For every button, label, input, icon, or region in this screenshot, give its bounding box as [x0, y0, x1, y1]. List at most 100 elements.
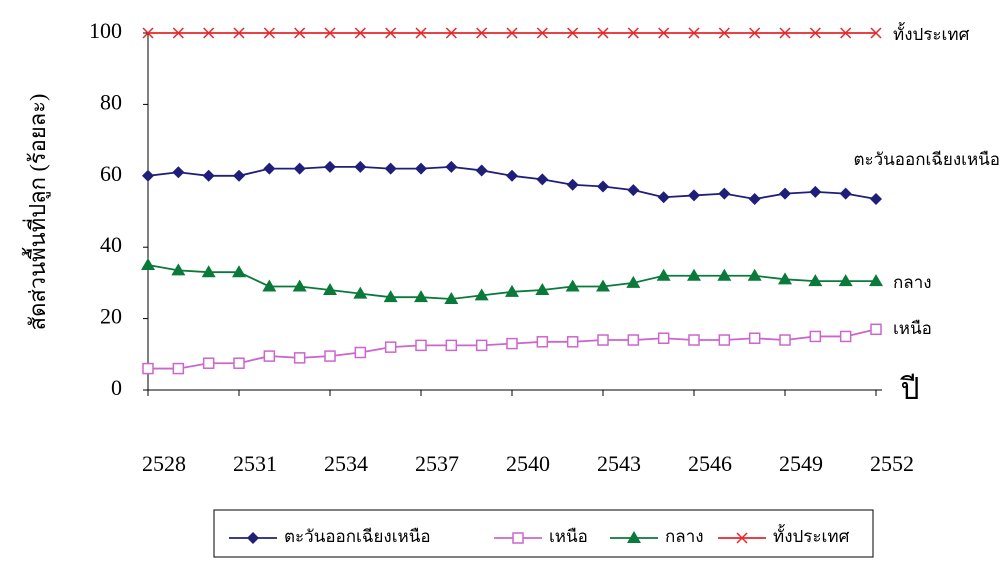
point: [263, 27, 275, 39]
y-tick-label: 100: [89, 18, 122, 43]
point: [565, 279, 580, 292]
point: [627, 334, 640, 346]
point: [354, 346, 367, 359]
point: [597, 334, 609, 346]
series-end-label: เหนือ: [893, 319, 932, 338]
point: [232, 265, 246, 278]
point: [354, 160, 367, 173]
point: [444, 291, 459, 304]
point: [809, 185, 822, 198]
point: [383, 290, 398, 303]
point: [536, 336, 549, 348]
x-tick-label: 2552: [870, 451, 914, 476]
point: [779, 27, 791, 39]
series-end-label: กลาง: [893, 273, 932, 292]
point: [597, 27, 609, 39]
point: [445, 160, 458, 173]
point: [627, 27, 639, 39]
point: [627, 184, 640, 197]
point: [658, 27, 670, 39]
point: [202, 357, 215, 369]
x-tick-label: 2540: [506, 451, 550, 476]
x-tick-label: 2546: [688, 451, 732, 476]
point: [233, 357, 245, 369]
y-axis-label: สัดส่วนพื้นที่ปลูก (ร้อยละ): [22, 94, 51, 331]
x-tick-label: 2543: [597, 451, 641, 476]
x-axis-label: ปี: [900, 373, 920, 406]
point: [415, 162, 427, 175]
point: [172, 166, 185, 179]
point: [809, 27, 821, 39]
point: [506, 27, 518, 39]
point: [263, 162, 276, 175]
point: [141, 258, 155, 271]
point: [506, 337, 518, 350]
point: [262, 279, 277, 292]
point: [535, 283, 550, 296]
point: [475, 164, 488, 177]
point: [385, 27, 397, 39]
point: [870, 27, 882, 39]
point: [718, 27, 730, 39]
point: [566, 336, 579, 348]
point: [293, 162, 306, 175]
y-tick-label: 60: [100, 161, 122, 186]
point: [233, 169, 245, 182]
y-tick-label: 80: [100, 89, 122, 114]
point: [324, 160, 336, 173]
point: [475, 339, 488, 352]
legend-marker: [736, 532, 748, 544]
point: [718, 187, 731, 200]
point: [384, 162, 397, 175]
point: [747, 268, 762, 281]
point: [688, 334, 700, 346]
legend-label: เหนือ: [549, 527, 588, 546]
y-tick-label: 0: [111, 375, 122, 400]
x-tick-label: 2534: [324, 451, 368, 476]
point: [142, 362, 154, 375]
point: [779, 334, 791, 346]
point: [415, 27, 427, 39]
point: [324, 350, 336, 362]
point: [597, 180, 609, 193]
point: [809, 330, 822, 343]
point: [263, 350, 276, 362]
point: [839, 330, 852, 343]
point: [474, 288, 489, 301]
point: [201, 265, 216, 278]
point: [717, 268, 732, 281]
point: [354, 27, 366, 39]
point: [808, 274, 823, 287]
point: [172, 362, 185, 375]
point: [657, 191, 670, 204]
point: [324, 27, 336, 39]
y-tick-label: 40: [100, 232, 122, 257]
point: [748, 193, 761, 206]
point: [172, 27, 184, 39]
point: [749, 27, 761, 39]
legend-label: ทั้งประเทศ: [773, 524, 850, 546]
y-tick-label: 20: [100, 304, 122, 329]
point: [506, 169, 518, 182]
point: [870, 323, 882, 336]
legend-marker: [627, 531, 641, 543]
point: [414, 290, 428, 303]
point: [293, 352, 306, 364]
point: [567, 27, 579, 39]
point: [353, 286, 368, 299]
point: [505, 284, 519, 297]
point: [869, 274, 883, 287]
x-tick-label: 2531: [233, 451, 277, 476]
legend-box: [213, 509, 874, 558]
point: [748, 332, 761, 344]
point: [384, 341, 397, 353]
point: [203, 27, 215, 39]
point: [688, 27, 700, 39]
series-end-label: ตะวันออกเฉียงเหนือ: [853, 150, 1000, 169]
legend-label: กลาง: [665, 527, 704, 546]
legend-label: ตะวันออกเฉียงเหนือ: [284, 527, 431, 546]
point: [687, 268, 701, 281]
point: [657, 332, 670, 344]
point: [656, 268, 671, 281]
